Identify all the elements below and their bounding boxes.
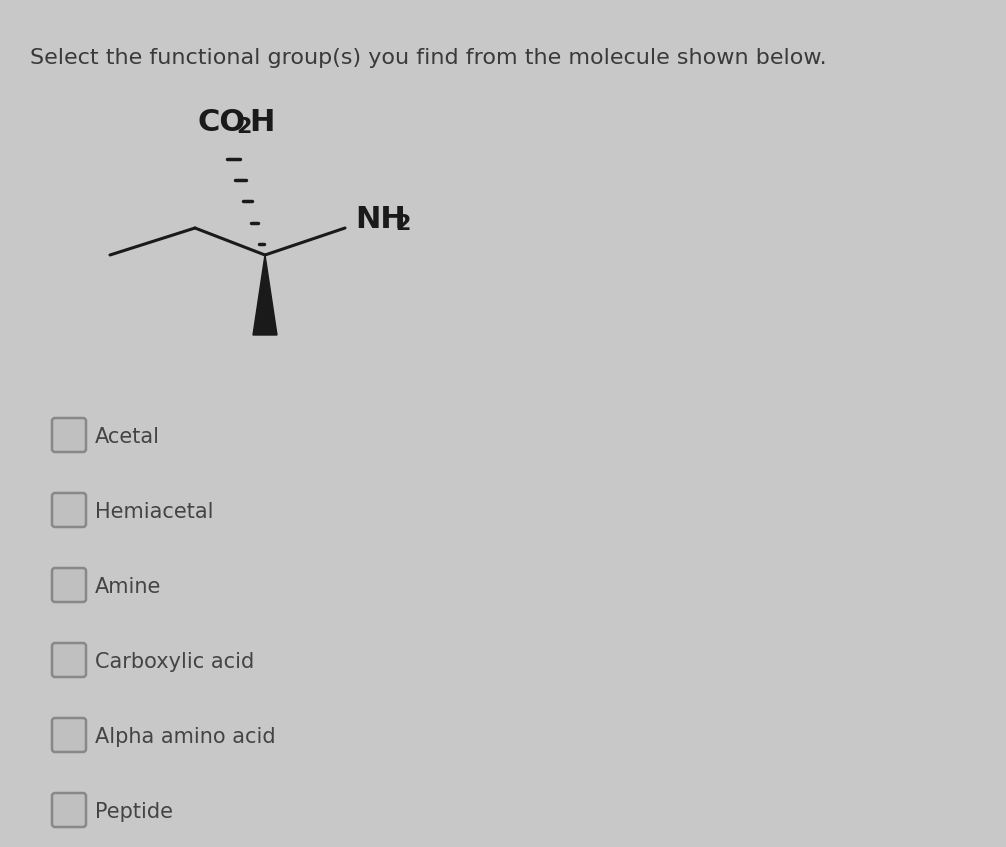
FancyBboxPatch shape (52, 643, 86, 677)
Text: Acetal: Acetal (95, 427, 160, 447)
Text: Hemiacetal: Hemiacetal (95, 502, 213, 522)
Text: Alpha amino acid: Alpha amino acid (95, 727, 276, 747)
Text: CO: CO (198, 108, 246, 137)
Text: NH: NH (355, 205, 405, 234)
FancyBboxPatch shape (52, 718, 86, 752)
Text: 2: 2 (236, 117, 252, 137)
Text: H: H (249, 108, 275, 137)
FancyBboxPatch shape (52, 493, 86, 527)
Text: Peptide: Peptide (95, 802, 173, 822)
FancyBboxPatch shape (52, 568, 86, 602)
Text: 2: 2 (395, 214, 410, 234)
Polygon shape (253, 255, 277, 335)
FancyBboxPatch shape (52, 793, 86, 827)
Text: Select the functional group(s) you find from the molecule shown below.: Select the functional group(s) you find … (30, 48, 827, 68)
FancyBboxPatch shape (52, 418, 86, 452)
Text: Carboxylic acid: Carboxylic acid (95, 652, 255, 672)
Text: Amine: Amine (95, 577, 161, 597)
